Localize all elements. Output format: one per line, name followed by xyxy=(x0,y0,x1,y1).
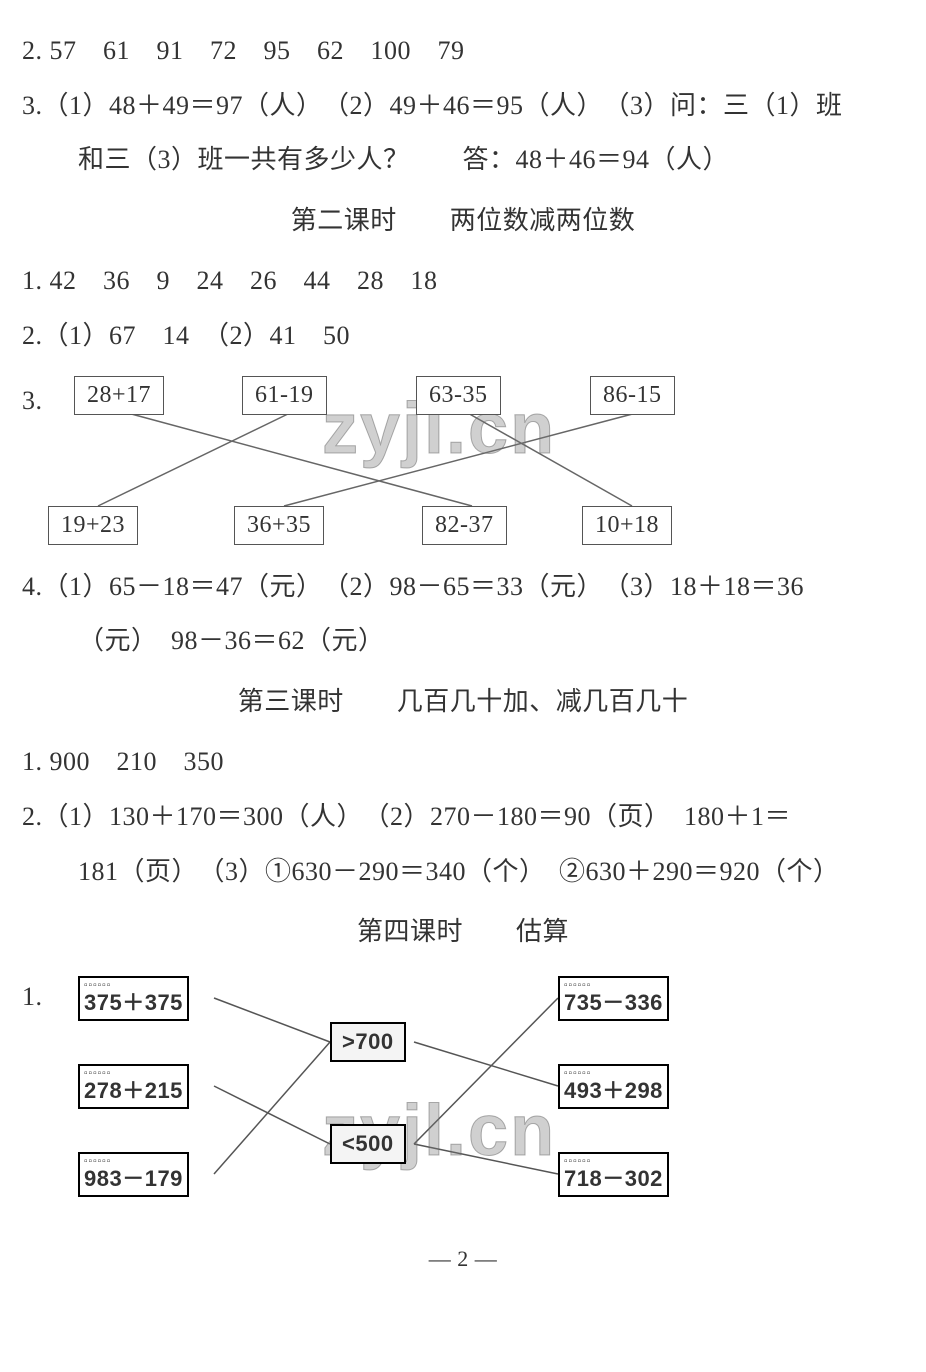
lesson3-q1: 1. 900 210 350 xyxy=(22,735,904,790)
expr-box: 61-19 xyxy=(242,376,327,416)
expr-box: 82-37 xyxy=(422,506,507,546)
calc-box: ▫▫▫▫▫▫375＋375 xyxy=(78,976,189,1021)
calc-box: ▫▫▫▫▫▫718－302 xyxy=(558,1152,669,1197)
line-3a: 3.（1）48＋49＝97（人） （2）49＋46＝95（人） （3）问：三（1… xyxy=(22,79,904,134)
calc-expr: 983－179 xyxy=(84,1167,183,1191)
calc-expr: 493＋298 xyxy=(564,1079,663,1103)
expr-box: 28+17 xyxy=(74,376,164,416)
lesson2-q2: 2.（1）67 14 （2）41 50 xyxy=(22,309,904,364)
lesson2-q1: 1. 42 36 9 24 26 44 28 18 xyxy=(22,254,904,309)
target-box: <500 xyxy=(330,1124,406,1164)
section-title-3: 第三课时 几百几十加、减几百几十 xyxy=(22,675,904,730)
target-box: >700 xyxy=(330,1022,406,1062)
calc-box: ▫▫▫▫▫▫983－179 xyxy=(78,1152,189,1197)
calc-box: ▫▫▫▫▫▫278＋215 xyxy=(78,1064,189,1109)
lesson3-q2b: 181（页） （3）①630－290＝340（个） ②630＋290＝920（个… xyxy=(22,845,904,900)
calc-box: ▫▫▫▫▫▫493＋298 xyxy=(558,1064,669,1109)
matching-diagram: zyjl.cn 28+1761-1963-3586-1519+2336+3582… xyxy=(22,370,904,560)
line-3b: 和三（3）班一共有多少人？ 答：48＋46＝94（人） xyxy=(22,133,904,188)
expr-box: 36+35 xyxy=(234,506,324,546)
page: 2. 57 61 91 72 95 62 100 79 3.（1）48＋49＝9… xyxy=(0,0,926,1302)
calc-expr: 375＋375 xyxy=(84,991,183,1015)
expr-box: 86-15 xyxy=(590,376,675,416)
lesson3-q2a: 2.（1）130＋170＝300（人） （2）270－180＝90（页） 180… xyxy=(22,790,904,845)
page-number: — 2 — xyxy=(22,1236,904,1282)
section-title-2: 第二课时 两位数减两位数 xyxy=(22,194,904,249)
section-title-4: 第四课时 估算 xyxy=(22,905,904,960)
line-2: 2. 57 61 91 72 95 62 100 79 xyxy=(22,24,904,79)
lesson4-q1-row: 1. zyjl.cn ▫▫▫▫▫▫375＋375▫▫▫▫▫▫278＋215▫▫▫… xyxy=(22,966,904,1226)
calc-expr: 278＋215 xyxy=(84,1079,183,1103)
lesson2-q3-row: 3. zyjl.cn 28+1761-1963-3586-1519+2336+3… xyxy=(22,370,904,560)
lesson2-q4b: （元） 98－36＝62（元） xyxy=(22,614,904,669)
estimation-diagram: zyjl.cn ▫▫▫▫▫▫375＋375▫▫▫▫▫▫278＋215▫▫▫▫▫▫… xyxy=(22,966,904,1226)
calc-expr: 735－336 xyxy=(564,991,663,1015)
expr-box: 10+18 xyxy=(582,506,672,546)
lesson2-q4a: 4.（1）65－18＝47（元） （2）98－65＝33（元） （3）18＋18… xyxy=(22,560,904,615)
calc-expr: 718－302 xyxy=(564,1167,663,1191)
expr-box: 63-35 xyxy=(416,376,501,416)
calc-box: ▫▫▫▫▫▫735－336 xyxy=(558,976,669,1021)
expr-box: 19+23 xyxy=(48,506,138,546)
